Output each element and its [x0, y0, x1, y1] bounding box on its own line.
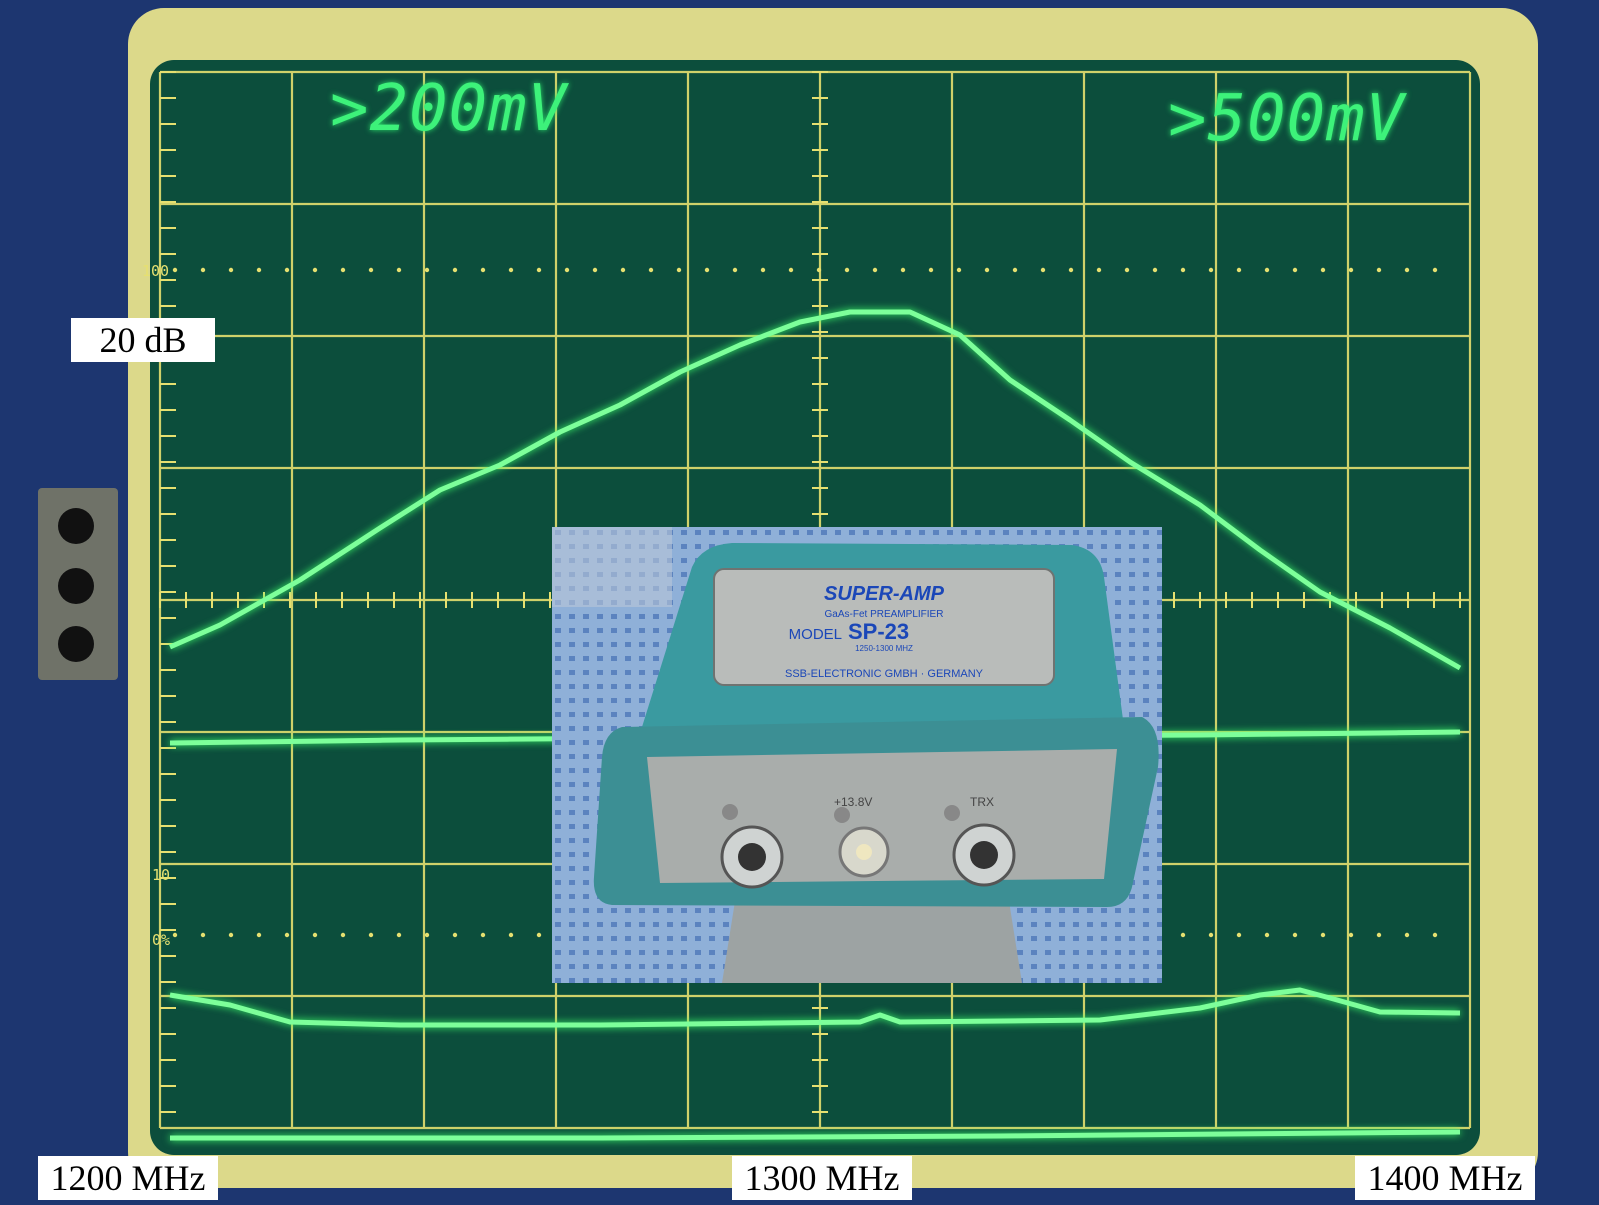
- control-panel: [38, 488, 118, 680]
- grid-label-0-percent: 0%: [152, 931, 170, 949]
- connector-center-icon: [838, 826, 890, 878]
- device-brand: SUPER-AMP: [824, 583, 945, 605]
- grid-label-10: 10: [152, 866, 170, 884]
- device-photo: SUPER-AMP GaAs-Fet PREAMPLIFIER MODEL SP…: [552, 527, 1162, 983]
- device-voltage-label: +13.8V: [834, 795, 872, 809]
- device-port-label: TRX: [970, 795, 994, 809]
- frequency-label-left: 1200 MHz: [38, 1156, 218, 1200]
- response-trace: [168, 309, 1462, 671]
- knob-middle[interactable]: [58, 568, 94, 604]
- reflection-trace: [169, 987, 1461, 1028]
- floor-trace: [170, 1129, 1461, 1141]
- device-model-prefix: MODEL: [789, 626, 842, 643]
- device-maker: SSB-ELECTRONIC GMBH · GERMANY: [785, 668, 984, 680]
- knob-top[interactable]: [58, 508, 94, 544]
- grid-label-100: 100: [142, 262, 169, 280]
- scope-traces: [168, 309, 1462, 1141]
- readout-left: >200mV: [330, 72, 568, 146]
- device-freq-range: 1250-1300 MHZ: [855, 644, 913, 653]
- gain-scale-label: 20 dB: [71, 318, 215, 362]
- frequency-label-center: 1300 MHz: [732, 1156, 912, 1200]
- connector-right-icon: [952, 823, 1016, 887]
- readout-right: >500mV: [1168, 82, 1406, 156]
- connector-left-icon: [720, 825, 784, 889]
- device-model: SP-23: [848, 619, 909, 644]
- knob-bottom[interactable]: [58, 626, 94, 662]
- frequency-label-right: 1400 MHz: [1355, 1156, 1535, 1200]
- device-subtitle: GaAs-Fet PREAMPLIFIER: [825, 609, 944, 620]
